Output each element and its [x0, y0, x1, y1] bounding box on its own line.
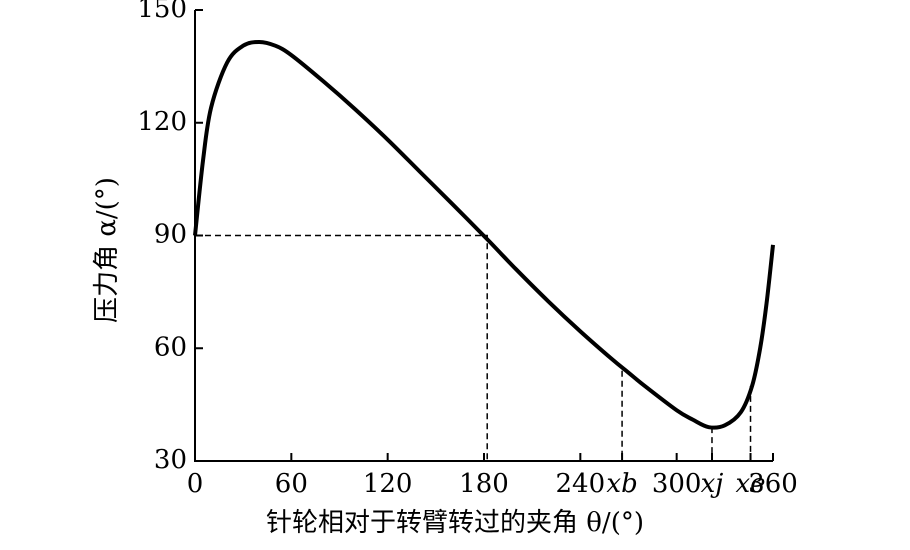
x-tick-label: 240 [556, 469, 606, 499]
x-tick-label: 60 [275, 469, 308, 499]
x-tick-label: 120 [363, 469, 413, 499]
x-tick-label: 360 [748, 469, 798, 499]
line [193, 39, 775, 430]
y-axis-label: 压力角 α/(°) [92, 177, 122, 323]
x-tick-label: xb [606, 469, 637, 499]
y-tick-label: 150 [137, 0, 187, 24]
reference-line [195, 234, 488, 461]
x-tick-label: 180 [459, 469, 509, 499]
y-tick-label: 90 [154, 220, 187, 250]
x-tick-label: 0 [187, 469, 204, 499]
x-tick-label: 300 [652, 469, 702, 499]
y-tick-label: 120 [137, 107, 187, 137]
y-tick-label: 30 [154, 445, 187, 475]
y-tick-label: 60 [154, 332, 187, 362]
x-tick-label: xj [701, 469, 724, 499]
x-axis-label: 针轮相对于转臂转过的夹角 θ/(°) [266, 508, 644, 538]
x-tick-label: xe [735, 469, 765, 499]
